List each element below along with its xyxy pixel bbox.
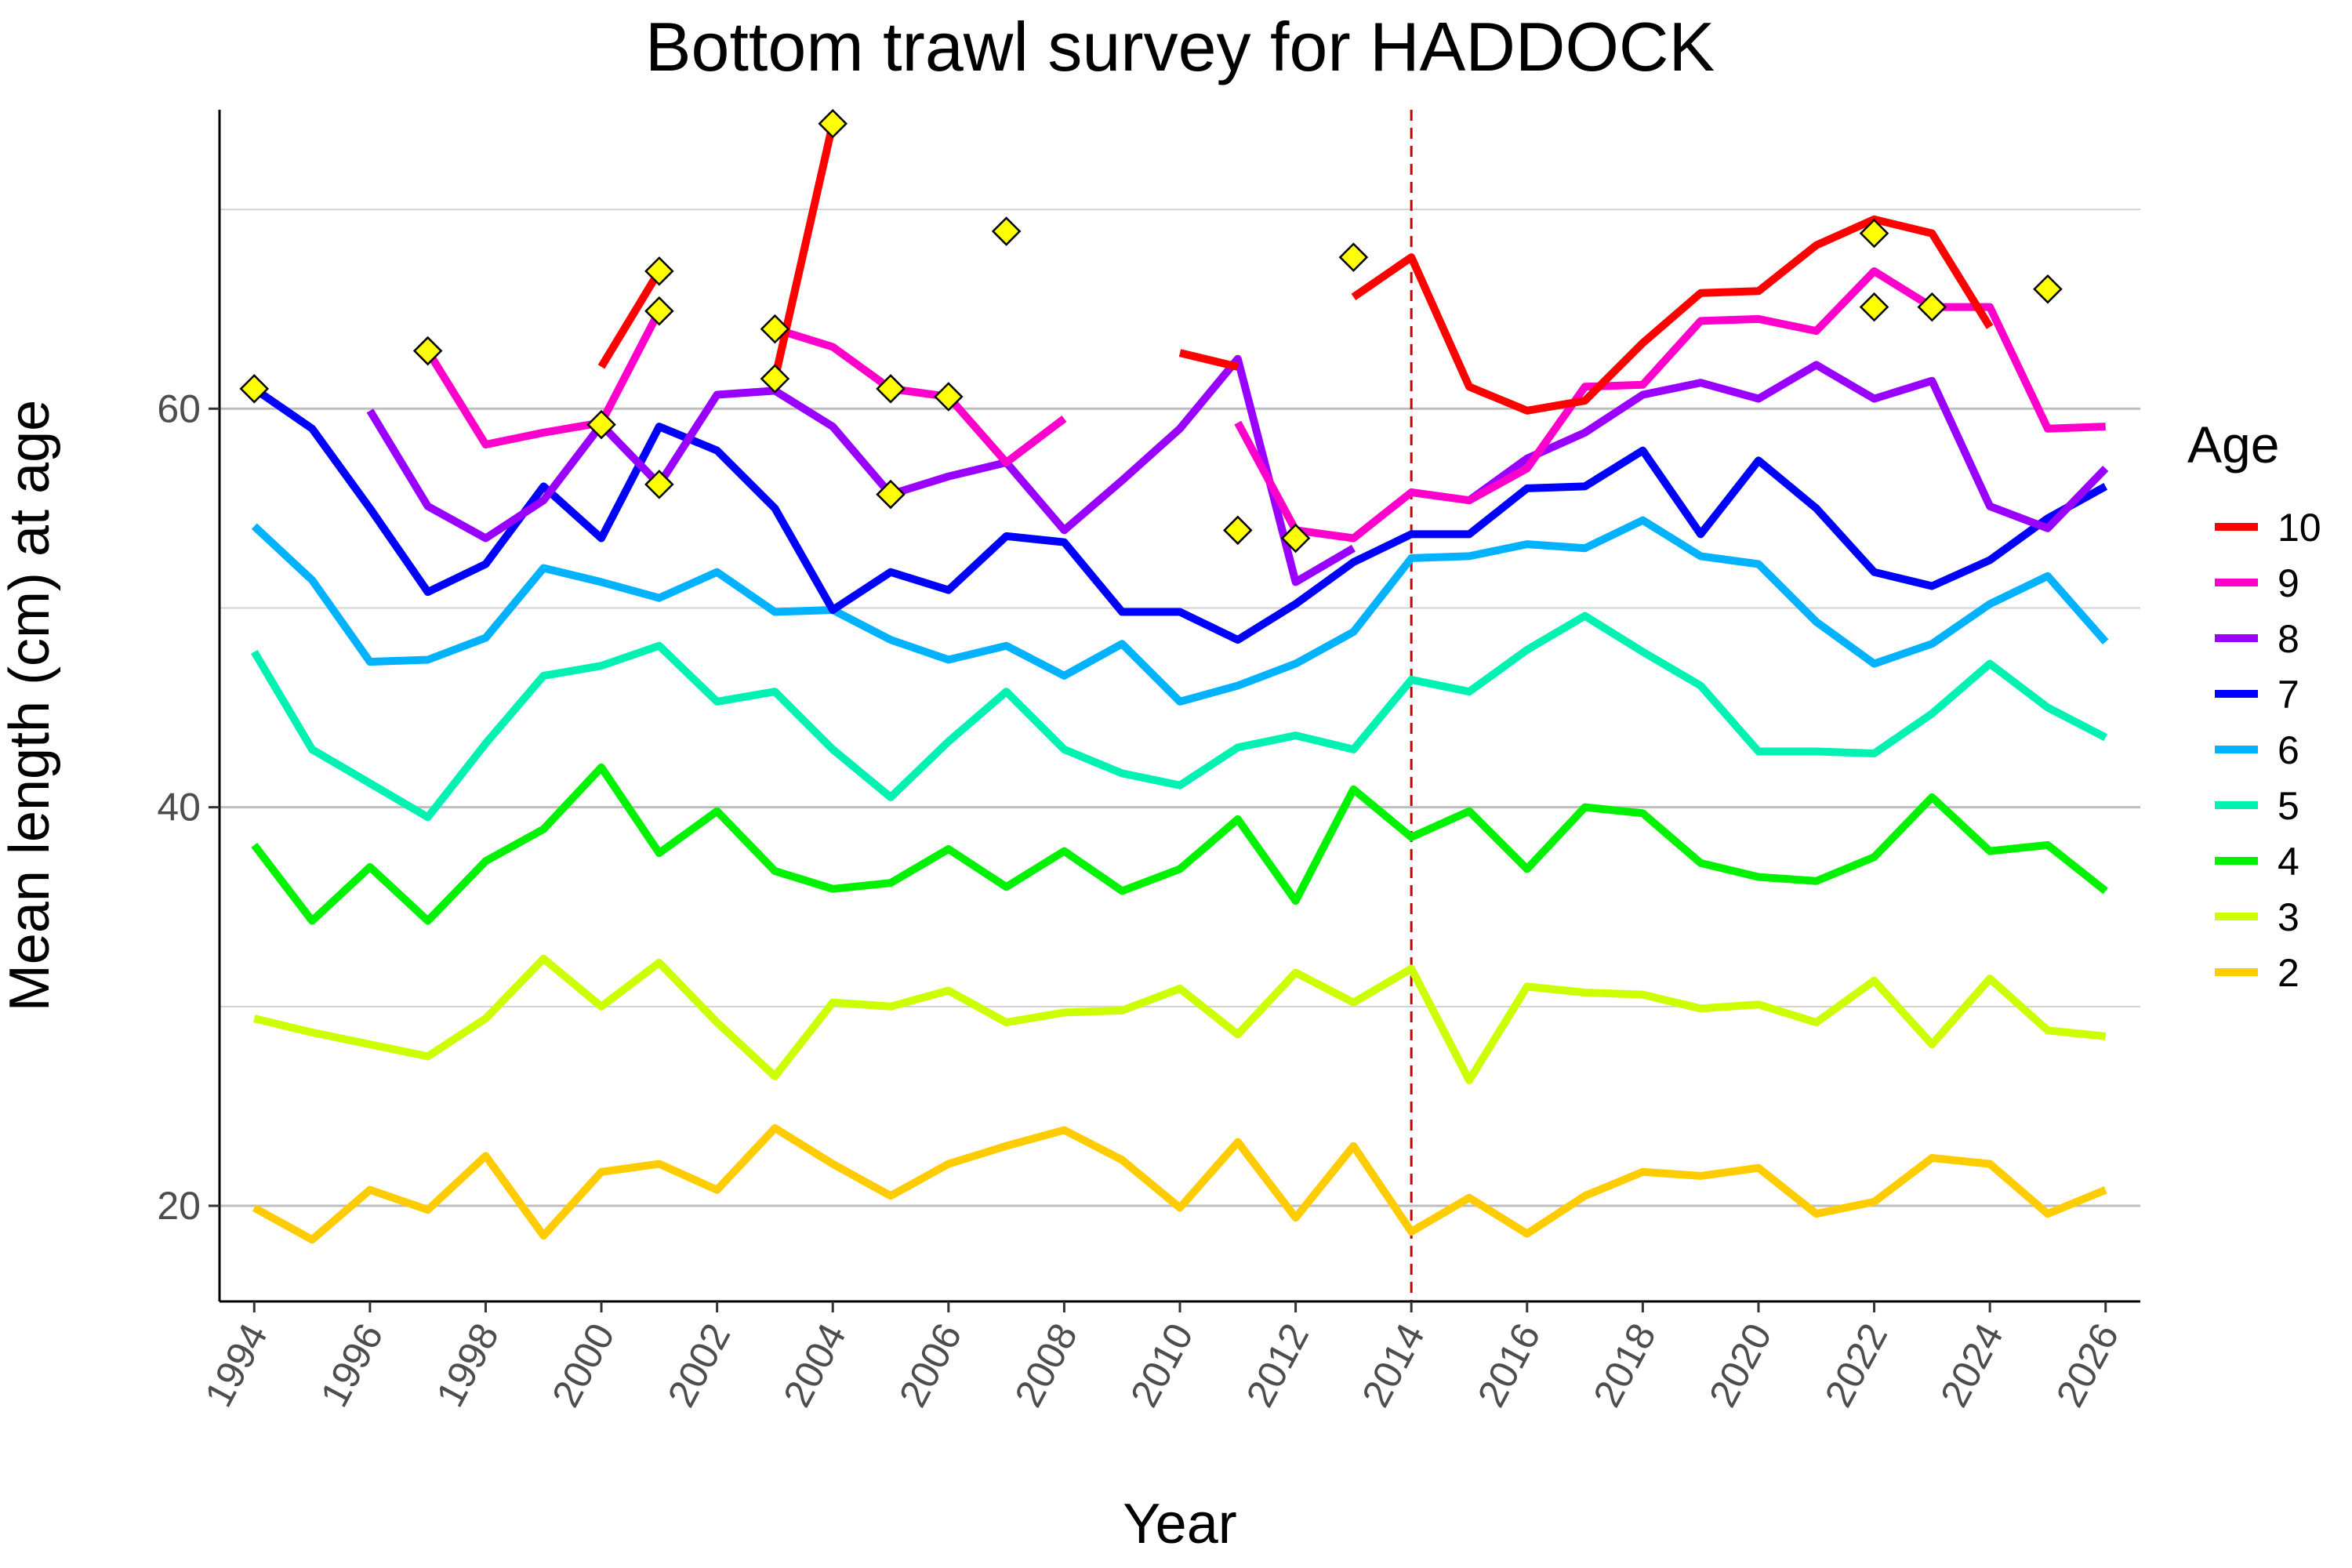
series-line-age-6 bbox=[251, 516, 2109, 706]
legend-label: 2 bbox=[2278, 951, 2299, 995]
legend-item-age-9: 9 bbox=[2215, 561, 2299, 605]
highlight-marker bbox=[644, 256, 674, 286]
series-line-age-4 bbox=[251, 763, 2108, 925]
legend-item-age-3: 3 bbox=[2215, 895, 2299, 939]
highlight-marker bbox=[1859, 218, 1889, 249]
legend-label: 4 bbox=[2278, 840, 2299, 884]
highlight-marker bbox=[760, 314, 790, 344]
x-tick-label: 2004 bbox=[775, 1316, 855, 1414]
highlighted-markers bbox=[239, 109, 2063, 554]
legend-item-age-6: 6 bbox=[2215, 728, 2299, 772]
y-ticks: 20 40 60 bbox=[157, 387, 220, 1228]
y-tick-label: 60 bbox=[157, 387, 201, 430]
series-line-age-3 bbox=[253, 954, 2107, 1084]
x-tick-label: 2024 bbox=[1932, 1316, 2012, 1414]
x-tick-label: 2018 bbox=[1584, 1316, 1664, 1414]
highlight-marker bbox=[1859, 292, 1889, 322]
series-age-2 bbox=[252, 1123, 2107, 1244]
legend-label: 5 bbox=[2278, 784, 2299, 828]
legend-item-age-7: 7 bbox=[2215, 673, 2299, 717]
highlight-marker bbox=[1280, 523, 1311, 554]
legend-label: 9 bbox=[2278, 561, 2299, 605]
x-tick-label: 2002 bbox=[659, 1316, 739, 1414]
y-axis-title: Mean length (cm) at age bbox=[0, 400, 61, 1011]
series-age-8 bbox=[366, 354, 2109, 586]
y-tick-label: 20 bbox=[157, 1184, 201, 1228]
chart-title: Bottom trawl survey for HADDOCK bbox=[645, 8, 1715, 85]
highlight-marker bbox=[876, 479, 906, 510]
series-line-age-9 bbox=[773, 325, 1067, 466]
x-tick-label: 2026 bbox=[2048, 1316, 2128, 1414]
series-line-age-9 bbox=[1234, 267, 2106, 543]
x-tick-label: 2014 bbox=[1353, 1316, 1433, 1414]
legend-label: 3 bbox=[2278, 895, 2299, 939]
series-age-10 bbox=[597, 122, 1994, 415]
series-lines bbox=[250, 122, 2109, 1244]
series-age-6 bbox=[251, 516, 2109, 706]
x-tick-label: 2010 bbox=[1122, 1316, 1202, 1414]
series-line-age-9 bbox=[424, 309, 663, 448]
highlight-marker bbox=[818, 109, 848, 139]
legend-item-age-4: 4 bbox=[2215, 840, 2299, 884]
legend-label: 6 bbox=[2278, 728, 2299, 772]
x-tick-label: 2012 bbox=[1238, 1316, 1318, 1414]
x-ticks: 1994 1996 1998 2000 2002 2004 2006 2008 2010 2012… bbox=[196, 1301, 2127, 1414]
legend-label: 8 bbox=[2278, 617, 2299, 661]
legend-label: 10 bbox=[2278, 506, 2321, 550]
series-age-7 bbox=[252, 385, 2108, 644]
x-tick-label: 1998 bbox=[428, 1316, 508, 1414]
highlight-marker bbox=[586, 409, 616, 440]
highlight-marker bbox=[760, 364, 790, 394]
legend: Age 10 9 8 7 6 5 4 3 2 bbox=[2187, 416, 2321, 995]
series-line-age-10 bbox=[1178, 349, 1239, 371]
series-line-age-10 bbox=[771, 122, 837, 380]
highlight-marker bbox=[644, 296, 674, 326]
highlight-marker bbox=[876, 374, 906, 404]
x-tick-label: 2008 bbox=[1006, 1316, 1086, 1414]
highlight-marker bbox=[2033, 274, 2063, 304]
gridlines bbox=[220, 209, 2140, 1207]
highlight-marker bbox=[1338, 242, 1369, 272]
legend-items: 10 9 8 7 6 5 4 3 2 bbox=[2215, 506, 2321, 995]
legend-label: 7 bbox=[2278, 673, 2299, 717]
highlight-marker bbox=[991, 216, 1022, 246]
series-line-age-8 bbox=[1467, 361, 2109, 532]
highlight-marker bbox=[934, 382, 964, 412]
legend-item-age-8: 8 bbox=[2215, 617, 2299, 661]
highlight-marker bbox=[644, 470, 674, 499]
x-axis-title: Year bbox=[1123, 1493, 1236, 1555]
series-age-5 bbox=[250, 612, 2107, 822]
series-age-3 bbox=[253, 954, 2107, 1084]
highlight-marker bbox=[239, 374, 270, 404]
x-tick-label: 2020 bbox=[1700, 1316, 1780, 1414]
highlight-marker bbox=[1223, 515, 1253, 546]
x-tick-label: 2006 bbox=[891, 1316, 971, 1414]
legend-title: Age bbox=[2187, 416, 2279, 474]
series-age-4 bbox=[251, 763, 2108, 925]
x-tick-label: 1994 bbox=[196, 1316, 276, 1414]
x-tick-label: 2000 bbox=[543, 1316, 623, 1414]
x-tick-label: 2022 bbox=[1817, 1316, 1896, 1414]
series-age-9 bbox=[424, 267, 2106, 543]
highlight-marker bbox=[412, 336, 443, 366]
series-line-age-8 bbox=[366, 354, 1356, 586]
y-tick-label: 40 bbox=[157, 786, 201, 829]
series-line-age-7 bbox=[252, 385, 2108, 644]
series-line-age-2 bbox=[252, 1123, 2107, 1244]
legend-item-age-5: 5 bbox=[2215, 784, 2299, 828]
legend-item-age-10: 10 bbox=[2215, 506, 2321, 550]
series-line-age-5 bbox=[250, 612, 2107, 822]
highlight-marker bbox=[1917, 292, 1947, 322]
legend-item-age-2: 2 bbox=[2215, 951, 2299, 995]
x-tick-label: 2016 bbox=[1469, 1316, 1549, 1414]
x-tick-label: 1996 bbox=[312, 1316, 392, 1414]
series-line-age-10 bbox=[597, 269, 663, 369]
series-line-age-10 bbox=[1351, 215, 1994, 415]
